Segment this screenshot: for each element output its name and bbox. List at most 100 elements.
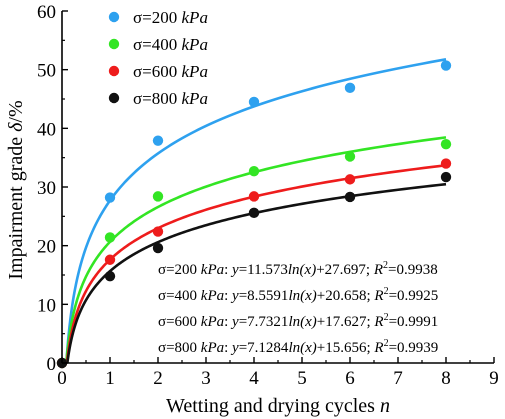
eq-ln: ln(x) [288, 288, 316, 304]
data-point [344, 151, 356, 162]
data-point [104, 232, 116, 243]
eq-const: +17.627; [317, 314, 375, 330]
data-point [152, 242, 164, 254]
data-point [440, 60, 452, 71]
y-tick-label: 0 [47, 354, 57, 375]
eq-r-val: =0.9991 [389, 314, 439, 330]
eq-r: R [373, 314, 383, 330]
y-tick-label: 50 [37, 61, 56, 82]
x-tick-label: 7 [393, 368, 403, 389]
x-tick-label: 2 [153, 368, 163, 389]
eq-coef: =7.1284 [239, 340, 289, 356]
legend-label: σ=800 kPa [133, 89, 208, 108]
eq-unit: kPa [201, 262, 224, 278]
eq-r-sup: 2 [384, 312, 389, 323]
data-point [440, 138, 452, 150]
data-point [248, 96, 260, 108]
data-point [344, 174, 356, 185]
y-ticks: 0 10 20 30 40 50 60 [37, 2, 68, 375]
legend-marker [108, 65, 120, 77]
legend-label: σ=200 kPa [133, 8, 208, 27]
data-point [440, 158, 452, 169]
eq-r: R [373, 340, 383, 356]
legend-marker [108, 11, 120, 23]
eq-sigma: σ=400 [158, 288, 201, 304]
x-tick-label: 6 [345, 368, 355, 389]
data-point [104, 254, 116, 265]
legend-marker [108, 38, 120, 50]
eq-colon: : [224, 314, 232, 330]
data-point [344, 82, 356, 94]
eq-ln: ln(x) [288, 314, 316, 330]
eq-r-val: =0.9938 [388, 262, 438, 278]
data-point [152, 135, 164, 146]
eq-unit: kPa [201, 288, 224, 304]
fit-equation: σ=800 kPa: y=7.1284ln(x)+15.656; R2=0.99… [158, 338, 438, 356]
data-point [344, 191, 356, 203]
legend-label-unit: kPa [182, 62, 208, 81]
x-tick-label: 8 [441, 368, 451, 389]
x-tick-label: 1 [105, 368, 115, 389]
data-point [248, 191, 260, 202]
x-tick-label: 3 [201, 368, 211, 389]
eq-const: +27.697; [316, 262, 374, 278]
data-point [248, 165, 260, 177]
fit-equation: σ=200 kPa: y=11.573ln(x)+27.697; R2=0.99… [158, 260, 438, 278]
eq-sigma: σ=600 [158, 314, 201, 330]
eq-unit: kPa [201, 314, 224, 330]
x-tick-label: 0 [57, 368, 67, 389]
eq-r-sup: 2 [384, 286, 389, 297]
x-tick-label: 5 [297, 368, 307, 389]
fit-equation: σ=400 kPa: y=8.5591ln(x)+20.658; R2=0.99… [158, 286, 438, 304]
legend-label-unit: kPa [182, 89, 208, 108]
y-tick-label: 10 [37, 295, 56, 316]
fit-curve [65, 163, 447, 364]
eq-r-sup: 2 [383, 260, 388, 271]
x-tick-label: 9 [489, 368, 499, 389]
fit-curve [65, 136, 447, 364]
eq-coef: =7.7321 [239, 314, 289, 330]
eq-const: +20.658; [317, 288, 375, 304]
data-point [104, 192, 116, 203]
eq-sigma: σ=200 [158, 262, 201, 278]
eq-y: y [230, 314, 239, 330]
y-tick-label: 20 [37, 237, 56, 258]
x-ticks: 0 1 2 3 4 5 6 7 8 9 [57, 357, 499, 389]
data-point [248, 207, 260, 219]
eq-r-val: =0.9925 [389, 288, 439, 304]
fit-curve [65, 58, 447, 364]
eq-ln: ln(x) [288, 262, 316, 278]
data-point [152, 191, 164, 202]
eq-unit: kPa [201, 340, 224, 356]
y-axis-title: Impairment grade δ/% [5, 100, 27, 279]
fit-equation: σ=600 kPa: y=7.7321ln(x)+17.627; R2=0.99… [158, 312, 438, 330]
data-point [104, 270, 116, 282]
x-axis-title: Wetting and drying cycles n [166, 395, 390, 417]
eq-colon: : [224, 262, 232, 278]
y-tick-label: 30 [37, 178, 56, 199]
eq-r: R [373, 288, 383, 304]
legend-label-prefix: σ=200 [133, 8, 182, 27]
eq-r-val: =0.9939 [389, 340, 439, 356]
data-point [152, 226, 164, 237]
legend-label: σ=400 kPa [133, 35, 208, 54]
data-points [56, 60, 452, 369]
eq-r: R [373, 262, 383, 278]
legend-marker [108, 92, 120, 104]
eq-r-sup: 2 [384, 338, 389, 349]
data-point [440, 171, 452, 183]
eq-sigma: σ=800 [158, 340, 201, 356]
legend-label: σ=600 kPa [133, 62, 208, 81]
eq-y: y [230, 340, 239, 356]
eq-coef: =8.5591 [239, 288, 289, 304]
eq-const: +15.656; [317, 340, 375, 356]
y-tick-label: 60 [37, 2, 56, 23]
y-tick-label: 40 [37, 119, 56, 140]
legend-label-unit: kPa [182, 8, 208, 27]
eq-y: y [230, 262, 239, 278]
legend-label-prefix: σ=600 [133, 62, 182, 81]
eq-y: y [230, 288, 239, 304]
eq-coef: =11.573 [239, 262, 288, 278]
eq-colon: : [224, 288, 232, 304]
eq-ln: ln(x) [288, 340, 316, 356]
